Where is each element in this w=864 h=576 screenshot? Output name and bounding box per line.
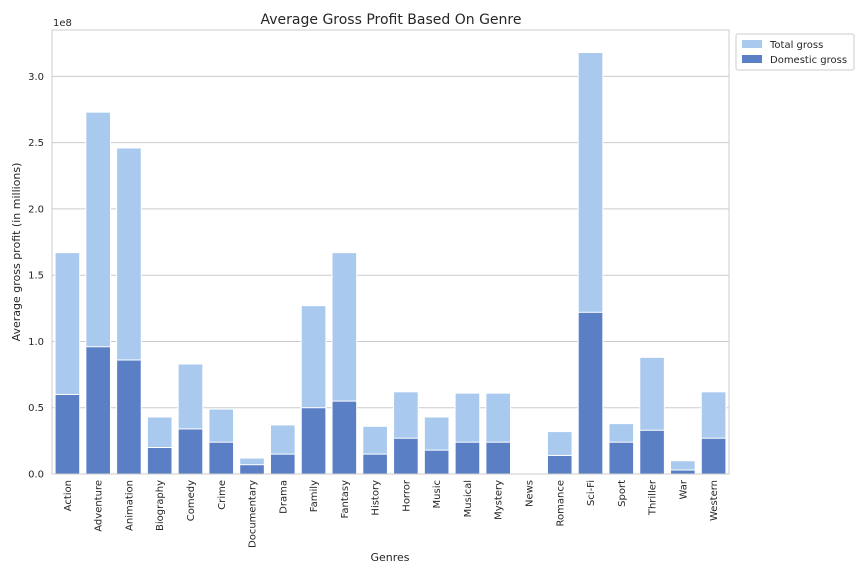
- bars: [54, 52, 727, 475]
- legend-label: Total gross: [769, 40, 823, 51]
- x-tick-label: Action: [63, 480, 74, 511]
- y-tick-label: 1.0: [28, 337, 44, 348]
- x-tick-label: War: [678, 479, 689, 499]
- bar-domestic-gross-action: [54, 393, 81, 475]
- bar-domestic-gross-crime: [208, 441, 235, 475]
- x-tick-label: Biography: [155, 480, 166, 531]
- bar-domestic-gross-thriller: [639, 429, 665, 475]
- y-axis-label: Average gross profit (in millions): [10, 163, 23, 342]
- y-tick-label: 0.5: [28, 403, 44, 414]
- bar-domestic-gross-sci-fi: [577, 311, 604, 475]
- bar-domestic-gross-horror: [393, 437, 419, 475]
- x-tick-label: Animation: [124, 480, 135, 531]
- y-offset-label: 1e8: [53, 18, 72, 29]
- x-tick-label: History: [371, 480, 382, 516]
- y-tick-label: 3.0: [28, 72, 44, 83]
- x-tick-label: Musical: [463, 480, 474, 517]
- bar-domestic-gross-sport: [608, 441, 635, 475]
- bar-domestic-gross-history: [362, 453, 388, 475]
- x-tick-label: Fantasy: [340, 480, 351, 519]
- legend-label: Domestic gross: [770, 55, 847, 66]
- bar-domestic-gross-fantasy: [331, 400, 358, 475]
- legend-box: [735, 33, 855, 71]
- bar-domestic-gross-biography: [146, 446, 173, 475]
- x-tick-label: Mystery: [494, 480, 505, 520]
- x-tick-label: Western: [709, 480, 720, 521]
- x-tick-label: Comedy: [186, 480, 197, 521]
- bar-domestic-gross-western: [700, 437, 727, 475]
- y-tick-label: 2.5: [28, 138, 44, 149]
- x-tick-label: Family: [309, 480, 320, 512]
- bar-domestic-gross-animation: [116, 359, 142, 475]
- x-tick-label: Thriller: [648, 479, 659, 516]
- bar-domestic-gross-drama: [269, 453, 296, 475]
- legend-swatch: [742, 55, 762, 63]
- x-tick-label: News: [524, 480, 535, 507]
- y-tick-labels: 0.0 0.5 1.0 1.5 2.0 2.5 3.0: [28, 72, 44, 481]
- x-tick-label: Sci-Fi: [586, 480, 597, 506]
- bar-domestic-gross-war: [670, 469, 696, 475]
- bar-domestic-gross-romance: [546, 454, 573, 475]
- bar-domestic-gross-adventure: [85, 346, 111, 475]
- x-tick-label: Documentary: [248, 480, 259, 548]
- bar-domestic-gross-musical: [454, 441, 481, 475]
- x-tick-label: Romance: [555, 480, 566, 526]
- x-tick-labels: Action Adventure Animation Biography Comedy C…: [63, 479, 720, 548]
- bar-domestic-gross-comedy: [177, 428, 204, 475]
- x-tick-label: Adventure: [94, 480, 105, 532]
- legend-swatch: [742, 40, 762, 48]
- x-tick-label: Music: [432, 480, 443, 508]
- y-tick-label: 2.0: [28, 204, 44, 215]
- y-tick-label: 0.0: [28, 470, 44, 481]
- grid-lines: [52, 75, 729, 475]
- bar-domestic-gross-documentary: [239, 464, 265, 475]
- y-tick-label: 1.5: [28, 271, 44, 282]
- bar-domestic-gross-music: [423, 449, 450, 475]
- legend: Total gross Domestic gross: [735, 33, 855, 71]
- plot-frame: [51, 29, 730, 475]
- bar-domestic-gross-family: [300, 407, 327, 475]
- x-tick-label: Sport: [617, 480, 628, 507]
- chart-title: Average Gross Profit Based On Genre: [261, 12, 522, 28]
- bar-domestic-gross-mystery: [485, 441, 512, 475]
- x-axis-label: Genres: [370, 551, 409, 564]
- x-tick-label: Crime: [217, 480, 228, 510]
- x-tick-label: Drama: [278, 480, 289, 514]
- x-tick-label: Horror: [401, 479, 412, 512]
